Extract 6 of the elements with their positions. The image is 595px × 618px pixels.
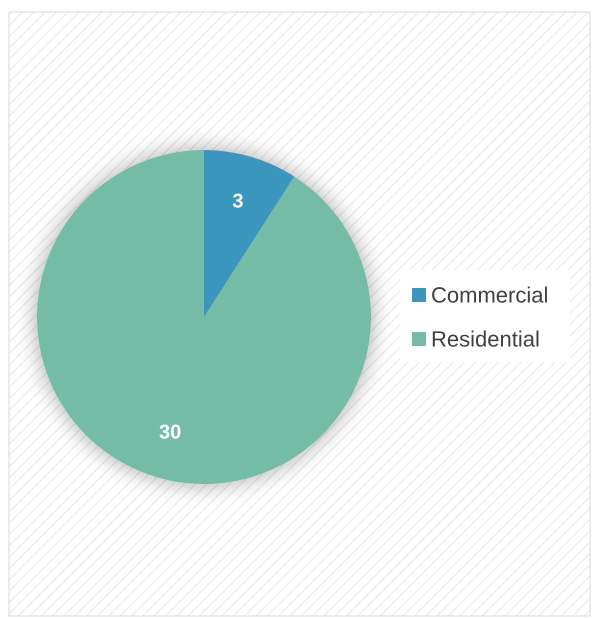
pie-slice <box>204 150 294 317</box>
pie-slice <box>37 150 371 484</box>
legend-label: Commercial <box>431 282 548 308</box>
legend-label: Residential <box>431 326 540 352</box>
data-label: 30 <box>159 421 182 444</box>
data-label: 3 <box>232 190 244 213</box>
